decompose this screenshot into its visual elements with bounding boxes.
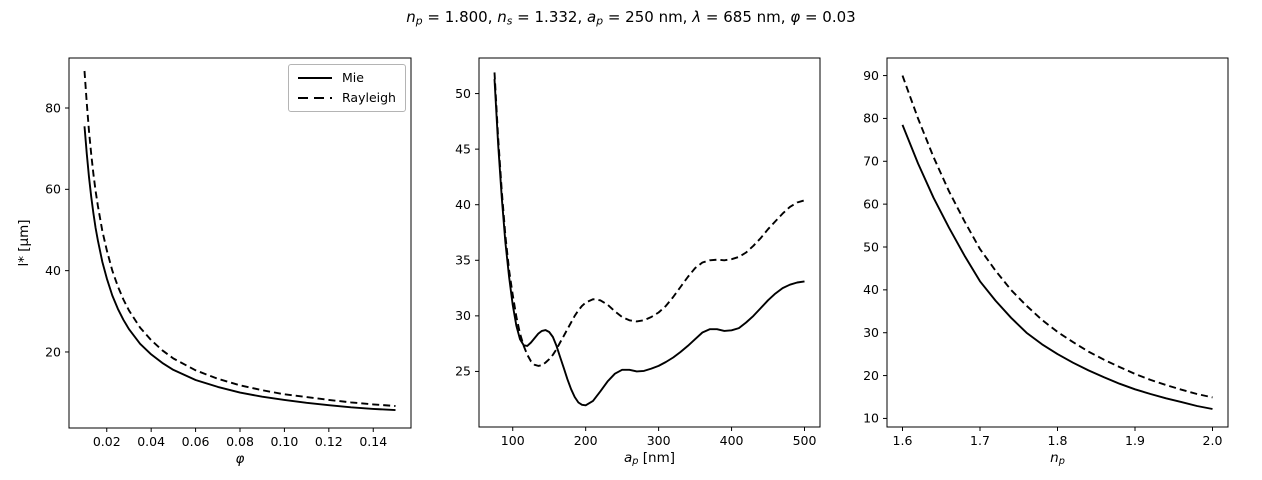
x-tick-label: 1.8: [1048, 433, 1068, 448]
curve-rayleigh: [901, 75, 1213, 399]
text-segment: s: [506, 14, 513, 28]
axes-frame: [478, 57, 821, 428]
curve-mie: [901, 124, 1213, 410]
text-segment: p: [1058, 456, 1065, 468]
text-segment: = 0.03: [800, 8, 856, 26]
dashed-line-sample-icon: [298, 96, 332, 99]
x-tick-label: 0.04: [137, 434, 165, 449]
x-tick-label: 500: [793, 433, 817, 448]
legend-label: Mie: [342, 70, 364, 85]
x-axis-label-lstar-vs-np: np: [1050, 450, 1065, 467]
x-tick-label: 1.7: [970, 433, 990, 448]
x-tick-label: 0.10: [270, 434, 298, 449]
text-segment: p: [596, 14, 604, 28]
y-tick-label: 50: [863, 239, 879, 254]
y-tick-label: 30: [455, 308, 471, 323]
text-segment: = 1.800,: [422, 8, 498, 26]
legend-label: Rayleigh: [342, 90, 396, 105]
curve-mie: [493, 79, 805, 407]
text-segment: φ: [235, 451, 245, 467]
y-tick-label: 40: [863, 282, 879, 297]
axes-lstar-vs-ap: 100 200 300 400 500 25 30 35 40 45 50: [455, 57, 821, 448]
text-segment: = 1.332,: [512, 8, 587, 26]
text-segment: = 685 nm,: [701, 8, 791, 26]
y-tick-label: 80: [45, 100, 61, 115]
y-tick-label: 60: [45, 182, 61, 197]
y-tick-label: 10: [863, 411, 879, 426]
axes-frame: [886, 57, 1229, 428]
axes-frame: [68, 57, 412, 429]
y-tick-label: 50: [455, 86, 471, 101]
text-segment: p: [632, 456, 639, 468]
y-tick-label: 40: [45, 263, 61, 278]
x-tick-label: 300: [647, 433, 671, 448]
legend-entry-mie: Mie: [297, 70, 396, 85]
x-tick-label: 200: [574, 433, 598, 448]
legend-entry-rayleigh: Rayleigh: [297, 90, 396, 105]
text-segment: = 250 nm,: [603, 8, 693, 26]
y-tick-label: 60: [863, 196, 879, 211]
text-segment: [nm]: [638, 450, 675, 466]
figure-title: np = 1.800, ns = 1.332, ap = 250 nm, λ =…: [406, 8, 855, 27]
y-tick-label: 45: [455, 141, 471, 156]
text-segment: a: [624, 450, 633, 466]
x-axis-label-lstar-vs-ap: ap [nm]: [624, 450, 675, 467]
axes-lstar-vs-np: 1.6 1.7 1.8 1.9 2.0 10 20 30 40 50 60 70 80 90: [863, 57, 1229, 448]
y-tick-label: 40: [455, 197, 471, 212]
x-tick-label: 0.08: [226, 434, 254, 449]
y-axis-label-lstar-vs-phi: l* [μm]: [16, 219, 32, 267]
y-tick-label: 80: [863, 111, 879, 126]
x-tick-label: 0.06: [182, 434, 210, 449]
text-segment: n: [1050, 450, 1059, 466]
x-tick-label: 0.14: [359, 434, 387, 449]
y-tick-label: 20: [863, 368, 879, 383]
x-tick-label: 1.9: [1125, 433, 1145, 448]
y-tick-label: 35: [455, 253, 471, 268]
solid-line-sample-icon: [298, 76, 332, 79]
y-tick-label: 70: [863, 154, 879, 169]
curve-mie: [83, 126, 396, 412]
x-tick-label: 0.02: [93, 434, 121, 449]
text-segment: a: [587, 8, 597, 26]
y-tick-label: 25: [455, 364, 471, 379]
y-tick-label: 20: [45, 344, 61, 359]
curve-rayleigh: [83, 70, 396, 407]
y-tick-label: 90: [863, 68, 879, 83]
x-tick-label: 0.12: [315, 434, 343, 449]
text-segment: λ: [692, 8, 702, 26]
axes-lstar-vs-phi: 0.02 0.04 0.06 0.08 0.10 0.12 0.14 20 40 60 80: [45, 57, 412, 449]
x-tick-label: 400: [720, 433, 744, 448]
x-axis-label-lstar-vs-phi: φ: [236, 451, 245, 467]
x-tick-label: 2.0: [1203, 433, 1223, 448]
legend: Mie Rayleigh: [288, 64, 406, 112]
curve-rayleigh: [493, 72, 805, 367]
y-tick-label: 30: [863, 325, 879, 340]
x-tick-label: 100: [501, 433, 525, 448]
text-segment: p: [415, 14, 423, 28]
text-segment: n: [497, 8, 507, 26]
x-tick-label: 1.6: [893, 433, 913, 448]
text-segment: φ: [790, 8, 801, 26]
text-segment: n: [406, 8, 416, 26]
